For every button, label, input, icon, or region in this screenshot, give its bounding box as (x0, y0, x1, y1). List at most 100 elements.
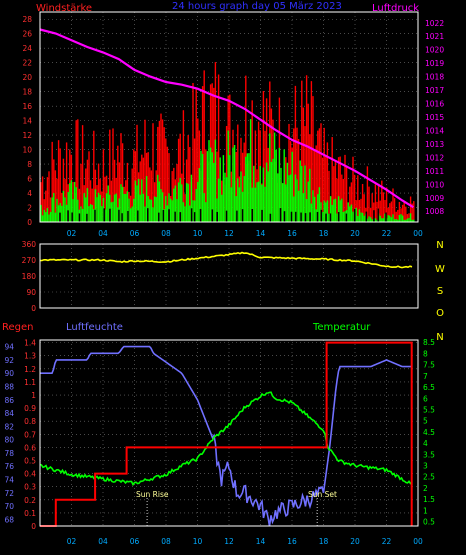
humidity-line (40, 345, 412, 527)
temperature-tick: 2.5 (423, 473, 435, 482)
hour-tick: 18 (319, 537, 329, 546)
wind-tick: 24 (22, 44, 32, 53)
hour-tick: 16 (287, 537, 297, 546)
temperature-tick: 7 (423, 372, 428, 381)
humidity-tick: 88 (4, 383, 14, 392)
hour-tick: 06 (130, 537, 140, 546)
direction-tick: 180 (22, 272, 37, 281)
temperature-tick: 3.5 (423, 450, 435, 459)
pressure-tick: 1008 (425, 207, 444, 216)
rain-tick: 1 (31, 391, 36, 400)
rain-tick: 0.6 (24, 443, 36, 452)
hour-tick: 14 (256, 229, 266, 238)
temperature-tick: 4 (423, 439, 428, 448)
rain-tick: 0.8 (24, 417, 36, 426)
humidity-tick: 94 (4, 343, 14, 352)
pressure-tick: 1022 (425, 19, 444, 28)
pressure-label: Luftdruck (372, 3, 419, 14)
sunrise-label: Sun Rise (136, 490, 169, 499)
humidity-tick: 92 (4, 356, 14, 365)
humidity-tick: 90 (4, 369, 14, 378)
temperature-tick: 7.5 (423, 361, 435, 370)
hour-tick: 16 (287, 229, 297, 238)
wind-tick: 2 (27, 204, 32, 213)
temperature-line (39, 391, 413, 487)
temperature-tick: 6 (423, 394, 428, 403)
humidity-tick: 68 (4, 515, 14, 524)
wind-tick: 22 (22, 59, 32, 68)
pressure-tick: 1019 (425, 59, 444, 68)
wind-tick: 28 (22, 15, 32, 24)
rain-tick: 0.1 (24, 509, 36, 518)
pressure-tick: 1010 (425, 180, 444, 189)
temperature-tick: 0.5 (423, 518, 435, 527)
direction-tick: 90 (26, 288, 36, 297)
rain-tick: 1.1 (24, 378, 36, 387)
humidity-tick: 76 (4, 462, 14, 471)
temperature-tick: 2 (423, 484, 428, 493)
hour-tick: 14 (256, 537, 266, 546)
humidity-tick: 78 (4, 449, 14, 458)
humidity-tick: 70 (4, 502, 14, 511)
pressure-tick: 1013 (425, 140, 444, 149)
hour-tick: 10 (193, 537, 203, 546)
wind-tick: 0 (27, 218, 32, 227)
hour-tick: 10 (193, 229, 203, 238)
hour-tick: 08 (161, 537, 171, 546)
temperature-tick: 1.5 (423, 495, 435, 504)
pressure-tick: 1017 (425, 86, 444, 95)
humidity-tick: 84 (4, 409, 14, 418)
rain-label: Regen (2, 322, 34, 333)
hour-tick: 02 (67, 229, 77, 238)
compass-label: N (436, 332, 443, 343)
weather-plot-frame (39, 339, 419, 527)
pressure-tick: 1020 (425, 46, 444, 55)
humidity-tick: 72 (4, 489, 14, 498)
wind-label: Windstärke (36, 3, 92, 14)
wind-tick: 10 (22, 146, 32, 155)
rain-tick: 0.2 (24, 496, 36, 505)
pressure-tick: 1014 (425, 126, 444, 135)
rain-tick: 0.9 (24, 404, 36, 413)
rain-tick: 1.4 (24, 339, 36, 348)
wind-tick: 4 (27, 189, 32, 198)
hour-tick: 22 (382, 229, 392, 238)
temperature-tick: 8.5 (423, 338, 435, 347)
compass-label: N (436, 240, 443, 251)
wind-tick: 26 (22, 30, 32, 39)
hour-tick: 00 (413, 229, 423, 238)
hour-tick: 12 (224, 229, 234, 238)
pressure-tick: 1016 (425, 100, 444, 109)
hour-tick: 04 (98, 537, 108, 546)
temperature-tick: 6.5 (423, 383, 435, 392)
wind-plot-frame (39, 11, 419, 223)
direction-tick: 270 (22, 256, 37, 265)
hour-tick: 20 (350, 229, 360, 238)
humidity-label: Luftfeuchte (66, 322, 123, 333)
temperature-tick: 1 (423, 506, 428, 515)
direction-plot-frame (39, 243, 419, 309)
pressure-tick: 1011 (425, 167, 444, 176)
temperature-tick: 4.5 (423, 428, 435, 437)
sunset-label: Sun Set (308, 490, 337, 499)
hour-tick: 22 (382, 537, 392, 546)
hour-tick: 06 (130, 229, 140, 238)
hour-tick: 08 (161, 229, 171, 238)
compass-label: S (437, 286, 443, 297)
temperature-tick: 5.5 (423, 405, 435, 414)
pressure-tick: 1021 (425, 32, 444, 41)
temperature-tick: 8 (423, 349, 428, 358)
hour-tick: 00 (413, 537, 423, 546)
temperature-tick: 3 (423, 461, 428, 470)
rain-tick: 0.4 (24, 470, 36, 479)
compass-label: O (436, 308, 444, 319)
wind-tick: 8 (27, 160, 32, 169)
chart-title: 24 hours graph day 05 März 2023 (172, 1, 342, 12)
hour-tick: 02 (67, 537, 77, 546)
rain-line (40, 341, 413, 527)
pressure-tick: 1018 (425, 73, 444, 82)
humidity-tick: 74 (4, 476, 14, 485)
pressure-tick: 1015 (425, 113, 444, 122)
hour-tick: 18 (319, 229, 329, 238)
